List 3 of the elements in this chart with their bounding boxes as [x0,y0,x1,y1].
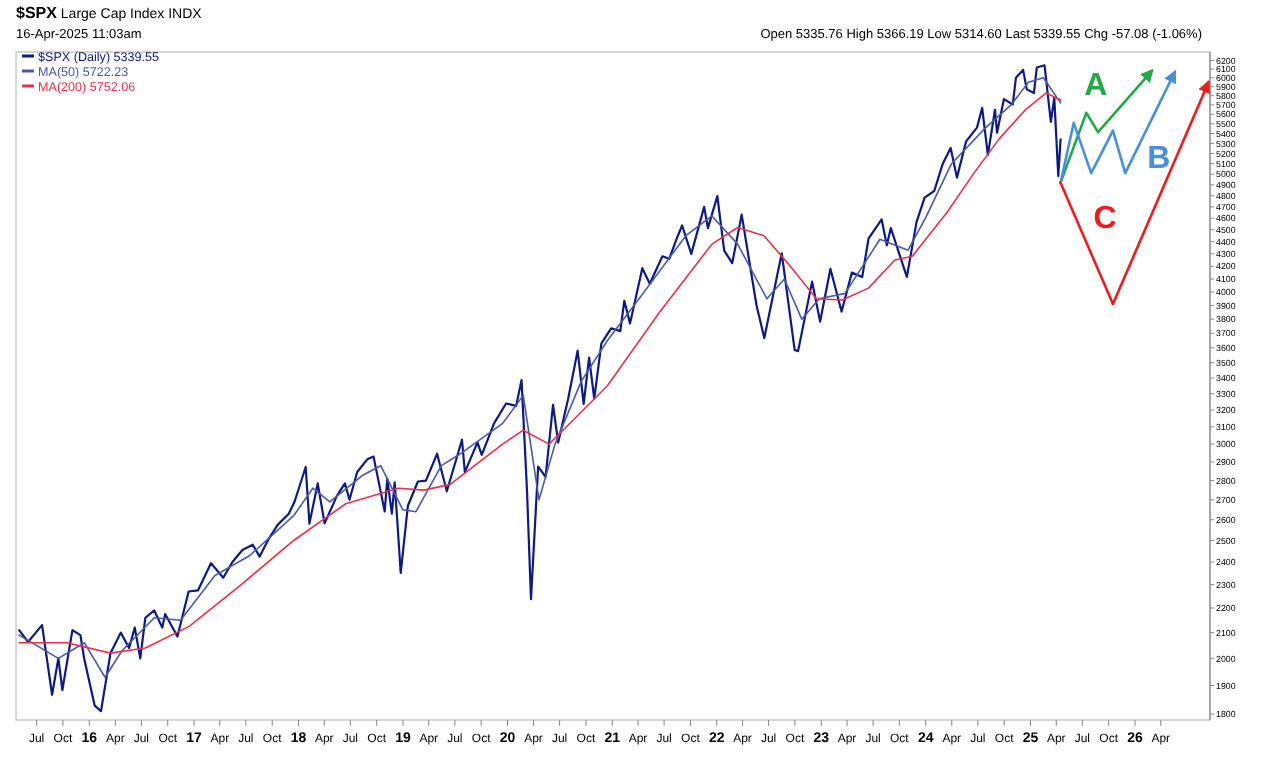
series-label: B [1147,142,1171,177]
series-label: C [1093,202,1118,237]
series-label: A [1084,68,1109,103]
